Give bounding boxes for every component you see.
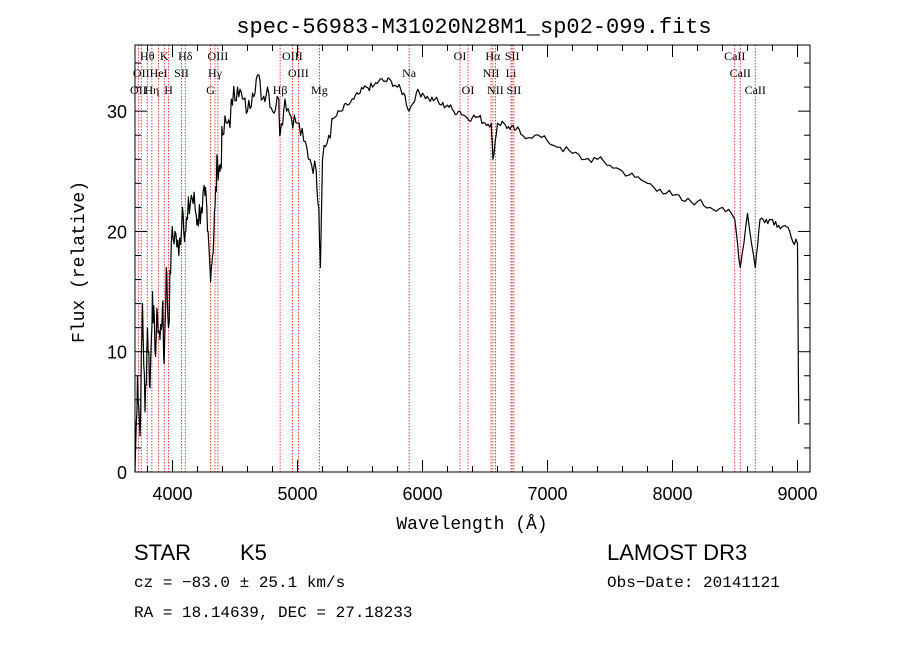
line-label: OI — [454, 49, 467, 63]
line-label: NII — [483, 66, 500, 80]
x-tick-label: 8000 — [652, 484, 692, 504]
x-tick-label: 7000 — [527, 484, 567, 504]
line-label: K — [160, 49, 169, 63]
x-axis-label: Wavelength (Å) — [396, 514, 547, 535]
line-label: Hβ — [273, 83, 288, 97]
line-label: OIII — [282, 49, 303, 63]
line-label: SII — [174, 66, 189, 80]
line-label: OII — [133, 66, 150, 80]
line-label: Hγ — [208, 66, 223, 80]
y-axis-label: Flux (relative) — [70, 181, 90, 343]
line-label: HeI — [150, 66, 168, 80]
coordinates: RA = 18.14639, DEC = 27.18233 — [134, 604, 413, 622]
line-label: OII — [130, 83, 147, 97]
x-tick-label: 9000 — [777, 484, 817, 504]
line-label: G — [206, 83, 215, 97]
object-class: STAR — [134, 540, 192, 565]
line-label: NII — [487, 83, 504, 97]
object-subclass: K5 — [240, 540, 267, 565]
survey-name: LAMOST DR3 — [607, 540, 748, 565]
axis-ticks: 4000 5000 6000 7000 8000 9000 0 10 20 30 — [107, 45, 818, 504]
line-label: H — [164, 83, 173, 97]
y-tick-label: 20 — [107, 222, 127, 242]
line-label: CaII — [724, 49, 745, 63]
obs-date: Obs−Date: 20141121 — [607, 574, 780, 592]
redshift-cz: cz = −83.0 ± 25.1 km/s — [134, 574, 346, 592]
line-label: Na — [402, 66, 417, 80]
line-label: OIII — [288, 66, 309, 80]
line-label: Mg — [311, 83, 328, 97]
y-tick-label: 10 — [107, 343, 127, 363]
line-label: Hη — [144, 83, 159, 97]
line-label: Li — [506, 66, 517, 80]
line-label: SII — [507, 83, 522, 97]
spectrum-series-line — [134, 74, 800, 473]
line-label: OIII — [208, 49, 229, 63]
y-tick-label: 0 — [117, 463, 127, 483]
line-label: CaII — [730, 66, 751, 80]
line-label: OI — [462, 83, 475, 97]
line-label: CaII — [745, 83, 766, 97]
emission-lines: OIIOIIHθHηHeIKHSIIHδGHγOIIIHβOIIIOIIIMgN… — [130, 45, 766, 472]
line-label: Hθ — [140, 49, 155, 63]
chart-title: spec-56983-M31020N28M1_sp02-099.fits — [236, 15, 711, 40]
line-label: SII — [505, 49, 520, 63]
x-tick-label: 6000 — [402, 484, 442, 504]
line-label: Hα — [485, 49, 501, 63]
line-label: Hδ — [178, 49, 193, 63]
x-tick-label: 5000 — [277, 484, 317, 504]
x-tick-label: 4000 — [152, 484, 192, 504]
plot-frame — [134, 44, 811, 473]
y-tick-label: 30 — [107, 102, 127, 122]
